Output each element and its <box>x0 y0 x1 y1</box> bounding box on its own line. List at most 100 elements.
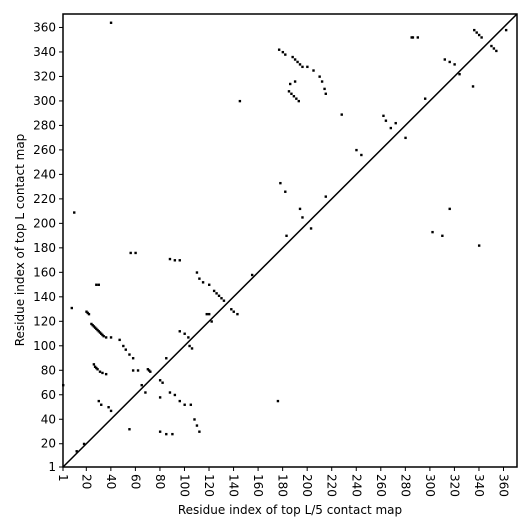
contact-point <box>101 371 104 375</box>
contact-point <box>168 391 172 394</box>
x-tick-label: 60 <box>128 474 142 489</box>
y-tick-label: 220 <box>33 192 56 206</box>
contact-point <box>284 190 287 193</box>
x-tick-label: 140 <box>227 474 241 497</box>
y-tick-label: 360 <box>33 20 56 34</box>
contact-point <box>471 85 475 88</box>
contact-point <box>287 90 291 93</box>
y-tick-label: 80 <box>41 363 56 377</box>
x-tick-label: 280 <box>398 474 412 497</box>
y-tick-label: 280 <box>33 118 56 132</box>
contact-point <box>96 368 99 371</box>
contact-point <box>312 69 315 72</box>
contact-point <box>97 399 100 403</box>
contact-point <box>98 331 102 334</box>
contact-point <box>289 82 292 86</box>
contact-point <box>382 114 385 118</box>
contact-point <box>95 366 98 370</box>
contact-point <box>195 424 199 427</box>
y-axis-label: Residue index of top L contact map <box>13 134 27 347</box>
y-tick-label: 340 <box>33 45 56 59</box>
contact-point <box>279 181 282 185</box>
contact-point <box>423 97 427 100</box>
contact-point <box>193 418 196 421</box>
contact-point <box>477 244 481 247</box>
contact-point <box>480 36 483 39</box>
contact-point <box>298 63 302 66</box>
contact-point <box>122 344 125 348</box>
x-tick-label: 220 <box>325 474 339 497</box>
contact-point <box>161 381 164 384</box>
contact-point <box>96 328 99 332</box>
contact-point <box>250 273 254 277</box>
contact-point <box>293 58 297 61</box>
diagonal <box>62 13 518 468</box>
contact-point <box>129 251 132 255</box>
x-tick-label: 260 <box>374 474 388 497</box>
y-tick-label: 180 <box>33 241 56 255</box>
contact-point <box>293 80 297 83</box>
contact-point <box>178 330 181 333</box>
contact-point <box>173 259 177 262</box>
contact-point <box>389 126 393 130</box>
x-tick-label: 1 <box>56 474 70 482</box>
x-tick-label: 20 <box>79 474 93 489</box>
contact-point <box>82 442 86 446</box>
contact-point <box>92 325 96 328</box>
contact-point <box>107 406 110 409</box>
contact-point <box>188 344 191 348</box>
contact-point <box>323 87 326 91</box>
contact-point <box>144 391 147 394</box>
contact-point <box>297 99 300 103</box>
contact-point <box>190 347 194 350</box>
contact-point <box>165 432 168 436</box>
contact-point <box>140 383 143 387</box>
contact-point <box>109 409 113 413</box>
y-tick-label: 100 <box>33 339 56 353</box>
contact-point <box>149 370 152 373</box>
contact-point <box>95 283 98 286</box>
contact-point <box>277 48 281 51</box>
contact-point <box>309 227 313 230</box>
x-tick-label: 160 <box>251 474 265 497</box>
contact-point <box>394 121 397 125</box>
y-tick-label: 140 <box>33 290 56 304</box>
y-tick-label: 240 <box>33 167 56 181</box>
contact-point <box>183 332 186 335</box>
y-tick-label: 200 <box>33 216 56 230</box>
contact-point <box>232 310 235 313</box>
contact-point <box>458 72 461 76</box>
x-tick-label: 120 <box>202 474 216 497</box>
y-tick-label: 40 <box>41 412 56 426</box>
x-axis-label: Residue index of top L/5 contact map <box>178 503 402 517</box>
x-tick-label: 200 <box>300 474 314 497</box>
contact-point <box>90 322 93 326</box>
contact-point <box>441 234 444 238</box>
contact-point <box>93 326 97 329</box>
contact-point <box>492 47 496 50</box>
contact-point <box>183 403 186 406</box>
contact-point <box>477 33 481 37</box>
contact-point <box>97 283 100 286</box>
y-tick-label: 120 <box>33 314 56 328</box>
contact-point <box>443 58 447 61</box>
contact-point <box>70 306 73 310</box>
contact-point <box>128 353 131 356</box>
contact-point <box>475 31 478 34</box>
contact-point <box>91 323 94 327</box>
contact-point <box>189 403 193 406</box>
contact-point <box>490 44 493 48</box>
contact-point <box>136 369 140 372</box>
contact-point <box>86 311 89 315</box>
contact-point <box>158 379 162 382</box>
x-tick-label: 40 <box>104 474 118 489</box>
contact-point <box>165 357 168 360</box>
contact-point <box>296 60 299 64</box>
contact-point <box>504 28 508 32</box>
y-tick-label: 20 <box>41 437 56 451</box>
contact-point <box>205 312 208 316</box>
contact-point <box>147 369 151 372</box>
contact-point <box>236 312 239 316</box>
contact-point <box>448 207 451 211</box>
y-tick-label: 300 <box>33 94 56 108</box>
